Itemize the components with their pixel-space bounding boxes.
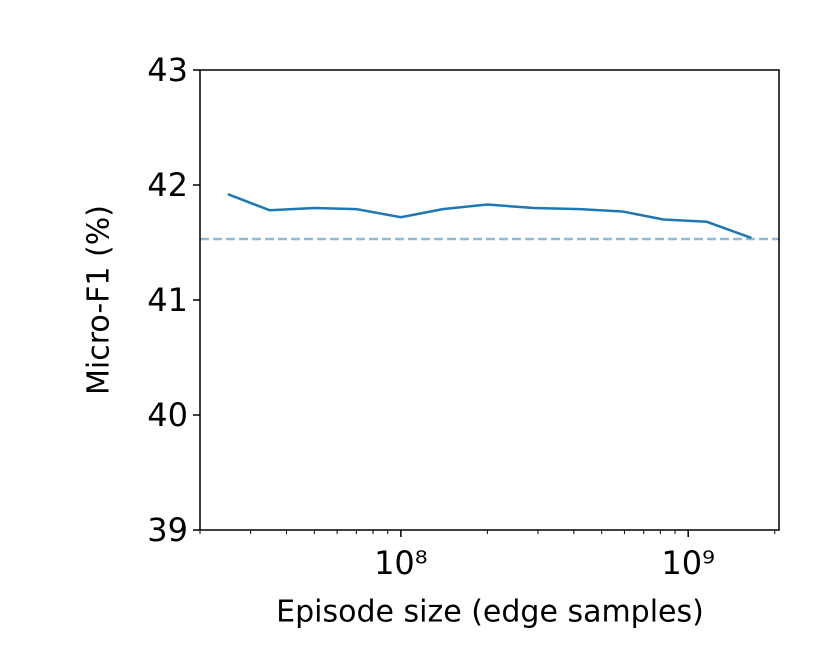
line-series	[227, 193, 752, 240]
y-tick-label: 42	[147, 166, 188, 204]
plot-frame	[199, 69, 780, 531]
y-axis-label: Micro-F1 (%)	[82, 205, 117, 395]
x-tick-label: 10⁸	[374, 544, 428, 582]
x-tick-label: 10⁹	[661, 544, 715, 582]
y-tick-label: 40	[147, 396, 188, 434]
y-tick-label: 41	[147, 281, 188, 319]
x-axis-label: Episode size (edge samples)	[276, 595, 704, 630]
y-tick-label: 39	[147, 511, 188, 549]
y-tick-label: 43	[147, 51, 188, 89]
